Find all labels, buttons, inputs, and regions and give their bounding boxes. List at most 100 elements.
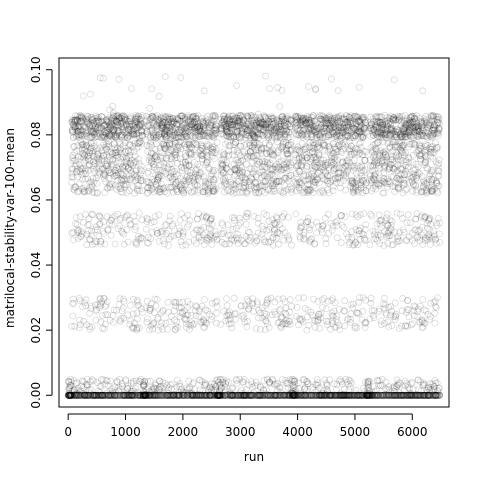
data-point	[234, 230, 242, 238]
data-point	[88, 181, 96, 189]
data-point	[213, 319, 220, 327]
data-point	[127, 391, 134, 399]
data-point	[105, 166, 113, 174]
data-point	[74, 390, 82, 398]
data-point	[76, 161, 83, 169]
data-point	[88, 185, 95, 193]
data-point	[74, 173, 81, 181]
data-point	[92, 301, 99, 309]
data-point	[103, 184, 111, 192]
data-point	[92, 391, 99, 399]
data-point	[100, 151, 108, 159]
data-point	[112, 117, 120, 125]
data-point	[116, 391, 124, 399]
data-point	[84, 120, 92, 128]
data-point	[83, 119, 91, 127]
data-point	[127, 379, 135, 387]
data-point	[99, 131, 107, 139]
data-point	[103, 116, 111, 124]
data-point	[109, 163, 117, 171]
data-point	[91, 160, 99, 168]
data-point	[78, 391, 85, 399]
data-point	[126, 391, 134, 399]
data-point	[101, 325, 108, 333]
data-point	[99, 164, 107, 172]
data-point	[79, 175, 87, 183]
data-point	[80, 218, 87, 226]
data-point	[71, 391, 78, 399]
data-point	[78, 141, 86, 149]
data-point	[76, 321, 84, 329]
data-point	[105, 169, 113, 177]
data-point	[115, 148, 123, 156]
data-point	[271, 298, 279, 306]
data-point	[122, 131, 130, 139]
data-point	[97, 302, 104, 310]
data-point	[65, 391, 73, 399]
data-point	[77, 232, 85, 240]
data-point	[204, 307, 212, 315]
data-point	[100, 128, 108, 136]
data-point	[117, 214, 125, 222]
data-point	[107, 169, 115, 177]
data-point	[117, 114, 124, 121]
data-point	[125, 125, 133, 133]
data-point	[124, 125, 131, 133]
data-point	[73, 391, 80, 399]
data-point	[98, 312, 106, 320]
data-point	[105, 391, 112, 399]
data-point	[102, 161, 109, 168]
data-point	[75, 187, 83, 195]
data-point	[133, 315, 141, 323]
data-point	[83, 119, 90, 126]
data-point	[83, 383, 91, 391]
data-point	[200, 296, 208, 304]
data-point	[86, 149, 94, 157]
data-point	[97, 391, 104, 399]
data-point	[96, 125, 103, 133]
data-point	[102, 121, 110, 128]
data-point	[104, 167, 112, 175]
data-point	[121, 214, 129, 221]
data-point	[122, 391, 129, 399]
data-point	[94, 117, 102, 124]
data-point	[89, 165, 97, 173]
data-point	[101, 133, 108, 141]
data-point	[104, 226, 112, 234]
data-point	[120, 295, 127, 303]
data-point	[73, 391, 80, 399]
data-point	[126, 151, 134, 159]
data-point	[120, 175, 128, 183]
data-point	[107, 217, 115, 224]
data-point	[124, 147, 132, 155]
data-point	[74, 391, 82, 399]
data-point	[105, 118, 113, 126]
data-point	[92, 122, 99, 130]
data-point	[148, 85, 156, 93]
data-point	[104, 162, 112, 170]
data-point	[78, 141, 86, 149]
data-point	[87, 178, 95, 186]
data-point	[95, 168, 103, 176]
data-point	[114, 122, 122, 129]
data-point	[229, 225, 237, 233]
data-point	[116, 114, 123, 122]
data-point	[119, 177, 127, 185]
data-point	[242, 160, 250, 168]
data-point	[126, 391, 133, 399]
data-point	[114, 391, 122, 399]
data-point	[165, 318, 173, 326]
data-point	[117, 133, 125, 141]
data-point	[68, 165, 76, 172]
data-point	[110, 318, 117, 326]
data-point	[262, 72, 269, 80]
data-point	[93, 391, 100, 399]
data-point	[80, 169, 87, 177]
data-point	[71, 123, 79, 131]
data-point	[71, 391, 79, 399]
data-point	[99, 391, 107, 399]
data-point	[77, 126, 84, 134]
data-point	[65, 391, 73, 399]
data-point	[72, 220, 79, 228]
data-point	[108, 150, 116, 158]
